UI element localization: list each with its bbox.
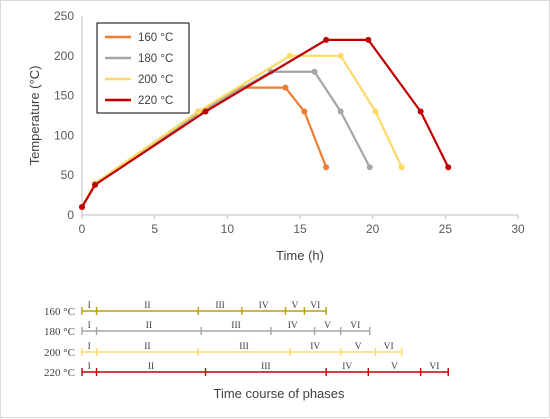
phase-title: Time course of phases xyxy=(213,386,345,401)
phase-label-3: I xyxy=(88,362,91,372)
phase-label-2: II xyxy=(144,342,150,352)
x-tick-label: 10 xyxy=(221,222,235,236)
phase-label-2: III xyxy=(239,342,249,352)
y-tick-label: 150 xyxy=(54,89,74,103)
phase-label-0: IV xyxy=(259,301,269,311)
phase-label-3: VI xyxy=(429,362,439,372)
x-axis-title: Time (h) xyxy=(276,248,324,263)
data-point-2 xyxy=(398,164,405,171)
data-point-2 xyxy=(286,52,293,59)
y-axis-title: Temperature (°C) xyxy=(27,66,42,166)
data-point-1 xyxy=(311,68,318,75)
x-tick-label: 25 xyxy=(439,222,453,236)
phase-label-2: I xyxy=(88,342,91,352)
phase-label-3: IV xyxy=(342,362,352,372)
phase-label-2: VI xyxy=(384,342,394,352)
phase-row-label-1: 180 °C xyxy=(44,326,75,338)
phase-label-2: IV xyxy=(310,342,320,352)
phase-label-0: VI xyxy=(310,301,320,311)
legend-label-2: 200 °C xyxy=(138,74,173,86)
data-point-3 xyxy=(417,108,424,115)
y-tick-label: 200 xyxy=(54,49,74,63)
y-tick-label: 0 xyxy=(67,208,74,222)
phase-label-1: II xyxy=(146,321,152,331)
phase-label-1: V xyxy=(324,321,331,331)
phase-label-2: V xyxy=(355,342,362,352)
y-tick-label: 250 xyxy=(54,9,74,23)
data-point-3 xyxy=(202,108,209,115)
data-point-3 xyxy=(79,204,85,211)
phase-label-3: II xyxy=(148,362,154,372)
x-tick-label: 20 xyxy=(366,222,380,236)
phase-label-1: IV xyxy=(288,321,298,331)
x-tick-label: 15 xyxy=(293,222,307,236)
phase-label-3: V xyxy=(391,362,398,372)
phase-row-label-0: 160 °C xyxy=(44,306,75,318)
phase-label-0: V xyxy=(291,301,298,311)
data-point-0 xyxy=(323,164,330,171)
data-point-3 xyxy=(445,164,452,171)
data-point-1 xyxy=(366,164,373,171)
data-point-2 xyxy=(195,108,202,115)
data-point-2 xyxy=(337,52,344,59)
legend-label-0: 160 °C xyxy=(138,32,173,44)
x-tick-label: 0 xyxy=(79,222,86,236)
data-point-1 xyxy=(337,108,344,115)
legend-label-3: 220 °C xyxy=(138,95,173,107)
data-point-3 xyxy=(323,36,330,43)
phase-label-1: VI xyxy=(350,321,360,331)
data-point-0 xyxy=(282,84,289,91)
data-point-0 xyxy=(301,108,308,115)
x-tick-label: 30 xyxy=(511,222,525,236)
data-point-3 xyxy=(92,181,99,188)
phase-row-label-3: 220 °C xyxy=(44,367,75,379)
data-point-2 xyxy=(372,108,379,115)
x-tick-label: 5 xyxy=(151,222,158,236)
y-tick-label: 100 xyxy=(54,128,74,142)
phase-label-0: II xyxy=(144,301,150,311)
phase-row-label-2: 200 °C xyxy=(44,347,75,359)
y-tick-label: 50 xyxy=(61,168,75,182)
phase-label-1: III xyxy=(231,321,241,331)
data-point-3 xyxy=(365,36,372,43)
phase-label-1: I xyxy=(88,321,91,331)
phase-label-0: I xyxy=(88,301,91,311)
phase-label-3: III xyxy=(261,362,271,372)
legend-label-1: 180 °C xyxy=(138,53,173,65)
phase-label-0: III xyxy=(215,301,225,311)
